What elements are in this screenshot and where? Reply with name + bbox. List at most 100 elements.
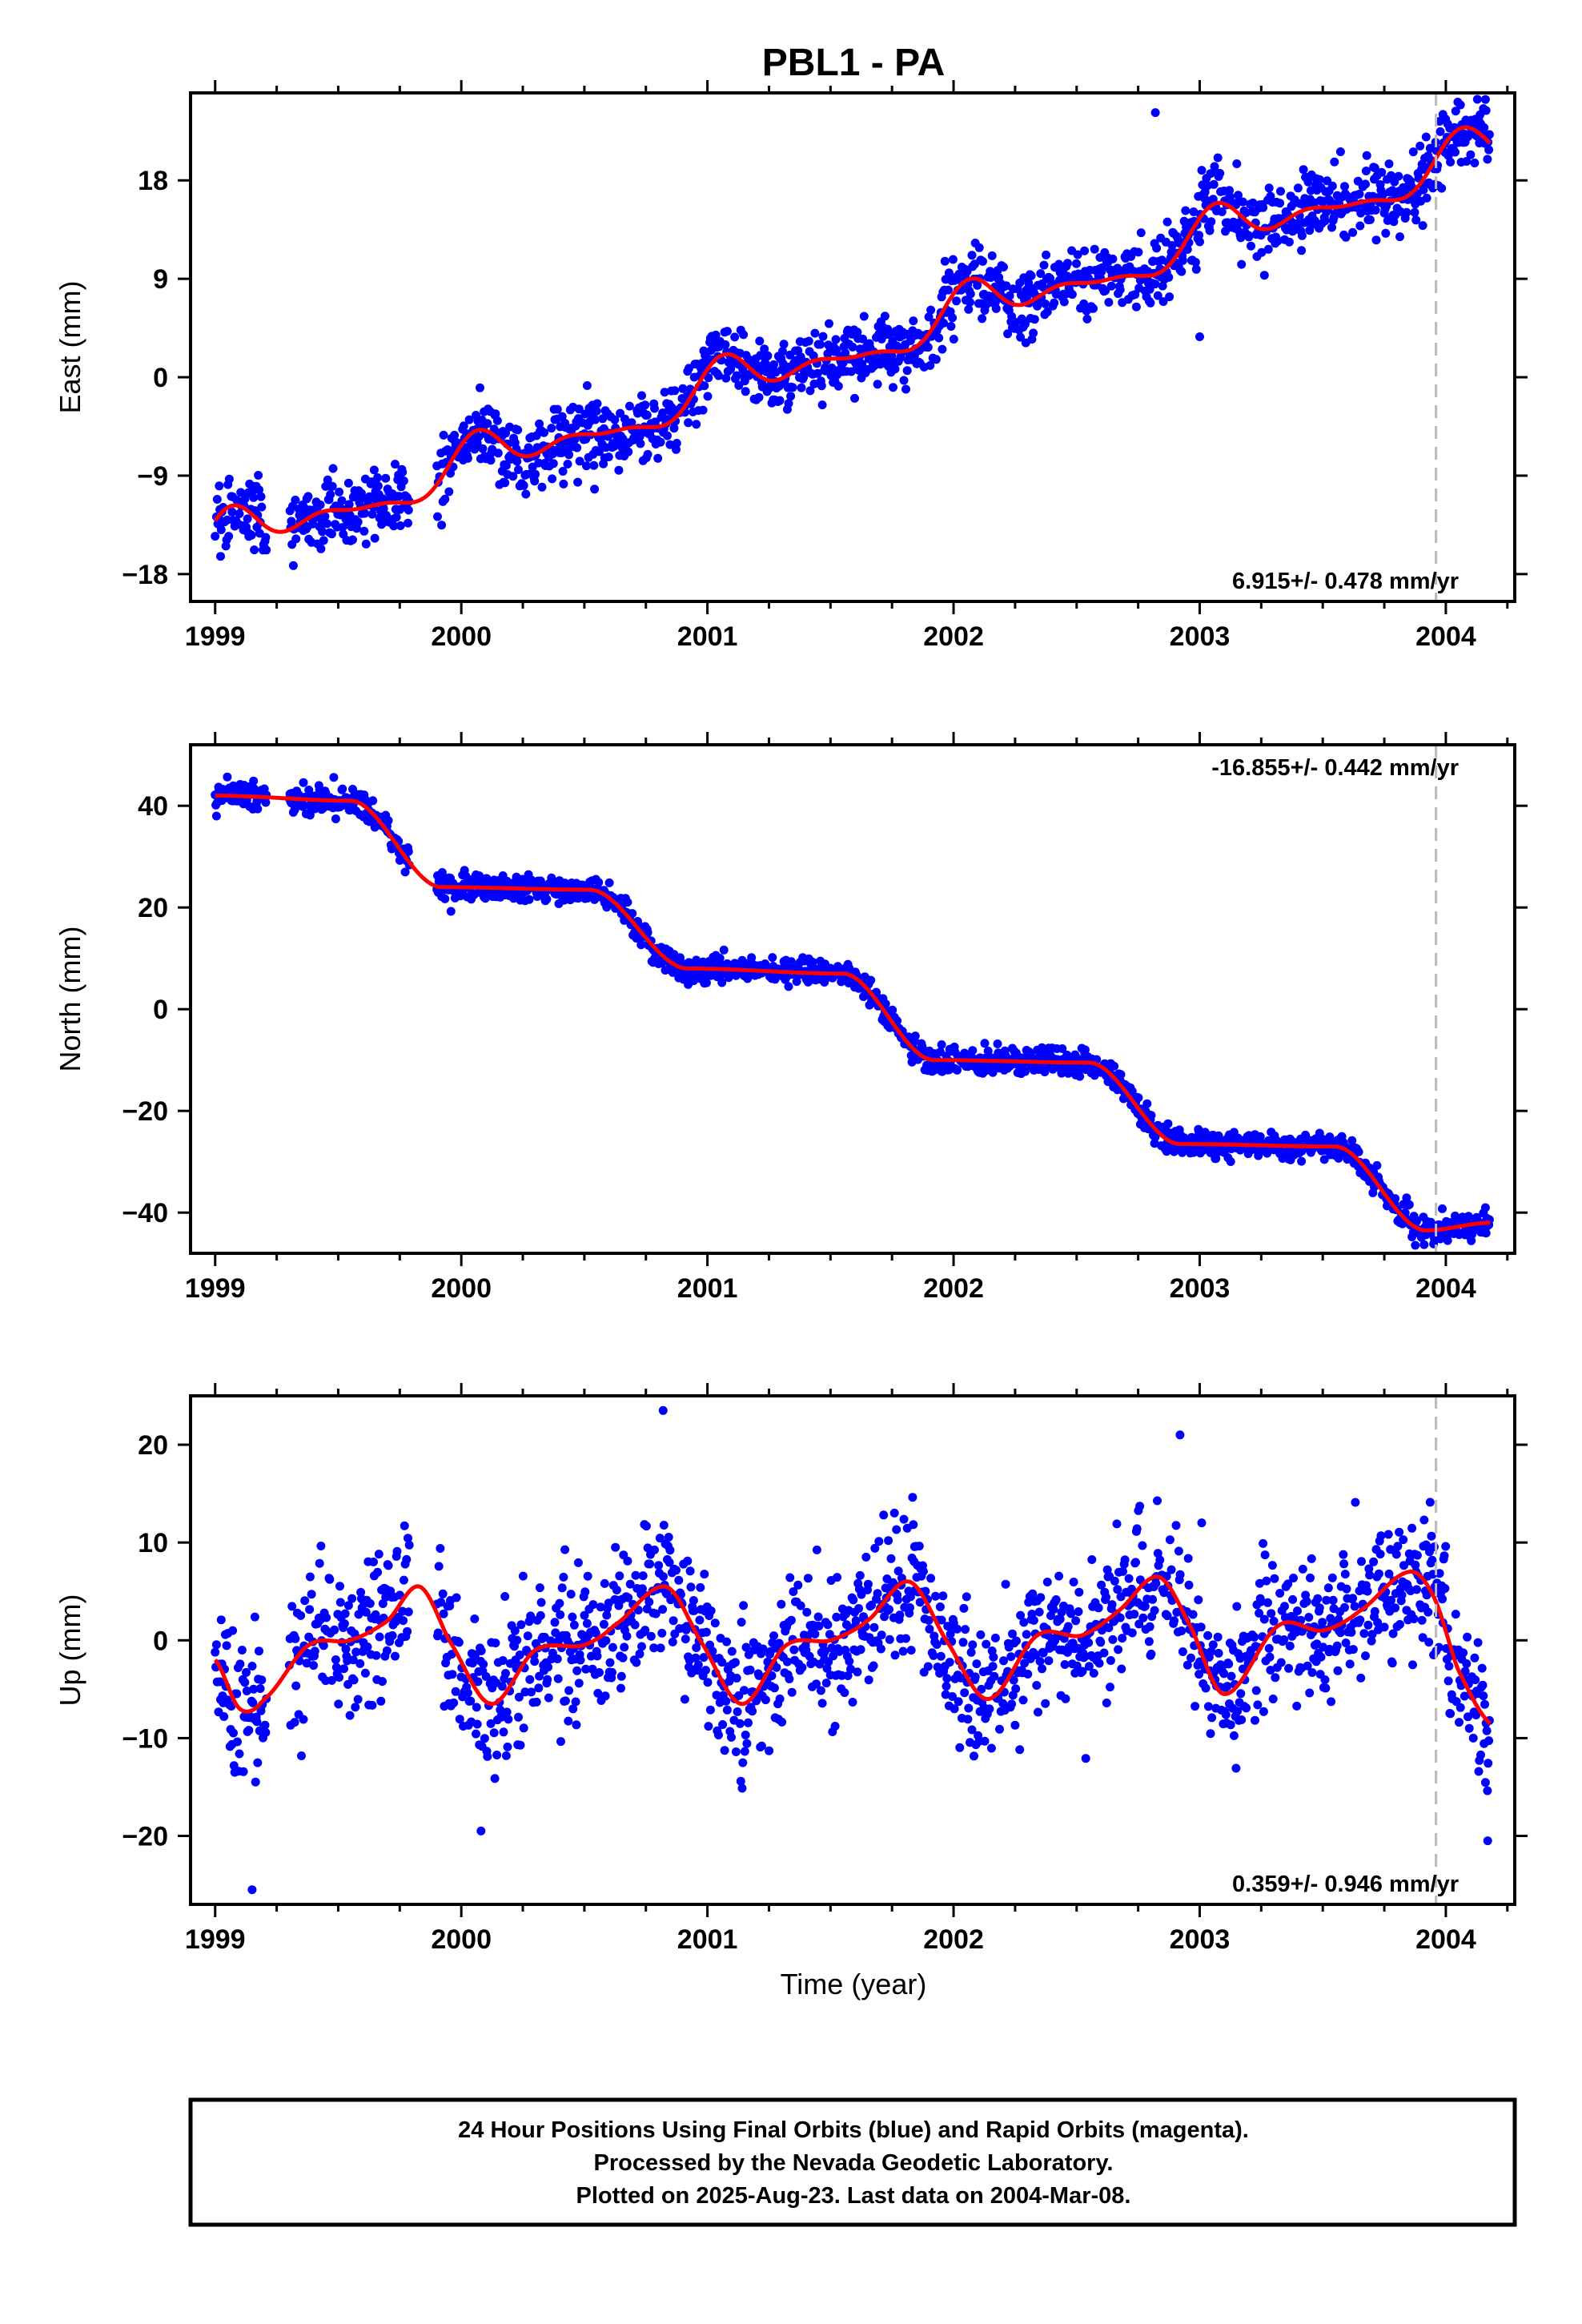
- north-point: [937, 1040, 946, 1049]
- east-point: [816, 340, 825, 349]
- up-point: [1459, 1648, 1468, 1658]
- east-point: [1217, 207, 1227, 216]
- up-point: [1197, 1518, 1207, 1528]
- north-point: [400, 867, 410, 877]
- up-point: [378, 1677, 387, 1687]
- up-point: [942, 1674, 952, 1683]
- up-point: [1444, 1662, 1454, 1671]
- up-point: [785, 1573, 795, 1582]
- east-point: [858, 334, 868, 344]
- up-point: [319, 1641, 328, 1651]
- east-point: [1162, 217, 1172, 227]
- up-point: [1307, 1668, 1317, 1677]
- east-point: [1158, 281, 1167, 291]
- up-point: [954, 1697, 963, 1707]
- up-point: [717, 1658, 727, 1667]
- up-point: [857, 1590, 866, 1599]
- up-xtick-label: 1999: [185, 1924, 246, 1955]
- east-point: [1418, 221, 1427, 231]
- up-point: [1118, 1634, 1127, 1643]
- east-point: [1341, 232, 1351, 242]
- east-point: [327, 481, 337, 491]
- east-point: [1002, 281, 1011, 291]
- east-point: [663, 431, 672, 440]
- up-point: [566, 1590, 576, 1599]
- north-frame: [189, 743, 1516, 1255]
- up-point: [923, 1662, 933, 1671]
- up-point: [961, 1625, 970, 1634]
- up-point: [908, 1493, 917, 1502]
- north-point: [1142, 1099, 1152, 1108]
- east-point: [1284, 237, 1294, 247]
- up-point: [1074, 1587, 1084, 1597]
- up-point: [1042, 1578, 1052, 1586]
- east-point: [575, 456, 584, 466]
- east-point: [1153, 291, 1162, 300]
- up-point: [404, 1534, 412, 1543]
- up-point: [982, 1639, 991, 1649]
- up-point: [557, 1583, 567, 1593]
- east-point: [1207, 217, 1216, 227]
- up-point: [830, 1722, 840, 1731]
- east-point: [1327, 181, 1337, 191]
- up-point: [1348, 1645, 1358, 1655]
- up-point: [1138, 1613, 1148, 1622]
- up-point: [1305, 1688, 1315, 1698]
- up-point: [1356, 1673, 1366, 1683]
- up-point: [1148, 1594, 1158, 1604]
- east-point: [923, 343, 933, 352]
- up-point: [1231, 1763, 1241, 1773]
- east-point: [224, 532, 234, 541]
- up-point: [373, 1567, 383, 1577]
- up-point: [339, 1619, 349, 1628]
- up-point: [1186, 1653, 1195, 1663]
- up-point: [833, 1573, 842, 1582]
- east-point: [348, 535, 357, 545]
- up-point: [371, 1651, 381, 1660]
- up-point: [1370, 1606, 1379, 1616]
- east-point: [1355, 221, 1365, 231]
- east-point: [1248, 198, 1258, 207]
- east-point: [1410, 207, 1419, 217]
- up-point: [692, 1643, 701, 1652]
- up-point: [990, 1633, 1000, 1642]
- east-point: [1062, 271, 1072, 281]
- north-fit-line: [215, 794, 1491, 1232]
- up-point: [914, 1542, 924, 1551]
- east-point: [501, 460, 511, 470]
- up-point: [1375, 1550, 1385, 1559]
- up-ytick-label: −20: [122, 1822, 168, 1852]
- up-point: [335, 1598, 345, 1607]
- up-point: [1321, 1683, 1331, 1693]
- east-point: [1297, 231, 1307, 240]
- east-point: [1104, 298, 1114, 307]
- up-point: [449, 1698, 459, 1707]
- up-point: [343, 1601, 353, 1610]
- east-point: [825, 319, 833, 328]
- up-point: [1262, 1576, 1271, 1586]
- up-point: [1306, 1573, 1315, 1582]
- up-point: [1348, 1594, 1358, 1603]
- up-point: [1175, 1430, 1185, 1440]
- up-point: [1028, 1589, 1038, 1598]
- up-point: [672, 1566, 681, 1575]
- east-point: [582, 461, 591, 471]
- up-point: [812, 1679, 821, 1689]
- up-point: [1145, 1622, 1154, 1631]
- up-point: [1407, 1523, 1417, 1533]
- east-point: [558, 467, 568, 476]
- east-point: [832, 345, 841, 355]
- up-point: [242, 1667, 251, 1677]
- up-point: [552, 1655, 562, 1663]
- east-point: [700, 381, 709, 391]
- east-point: [1244, 232, 1254, 242]
- east-point: [474, 432, 484, 441]
- up-point: [512, 1635, 522, 1645]
- north-point: [1110, 1061, 1119, 1071]
- north-ylabel: North (mm): [54, 927, 86, 1072]
- up-point: [775, 1694, 785, 1703]
- east-point: [784, 399, 793, 408]
- east-point: [1016, 332, 1026, 342]
- east-point: [760, 344, 769, 354]
